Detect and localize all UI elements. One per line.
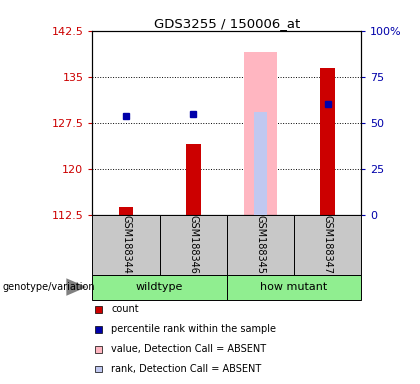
Bar	[244, 52, 277, 215]
Text: count: count	[111, 304, 139, 314]
Text: rank, Detection Call = ABSENT: rank, Detection Call = ABSENT	[111, 364, 262, 374]
Text: value, Detection Call = ABSENT: value, Detection Call = ABSENT	[111, 344, 266, 354]
Text: GSM188346: GSM188346	[188, 215, 198, 274]
Text: wildtype: wildtype	[136, 282, 183, 292]
Text: percentile rank within the sample: percentile rank within the sample	[111, 324, 276, 334]
Text: GSM188345: GSM188345	[255, 215, 265, 274]
Bar	[118, 207, 134, 215]
Bar	[186, 144, 201, 215]
Polygon shape	[66, 278, 87, 296]
Title: GDS3255 / 150006_at: GDS3255 / 150006_at	[154, 17, 300, 30]
Text: GSM188347: GSM188347	[323, 215, 333, 274]
Text: GSM188344: GSM188344	[121, 215, 131, 274]
Bar	[320, 68, 335, 215]
Bar	[254, 112, 267, 215]
Text: how mutant: how mutant	[260, 282, 328, 292]
Text: genotype/variation: genotype/variation	[2, 282, 95, 292]
